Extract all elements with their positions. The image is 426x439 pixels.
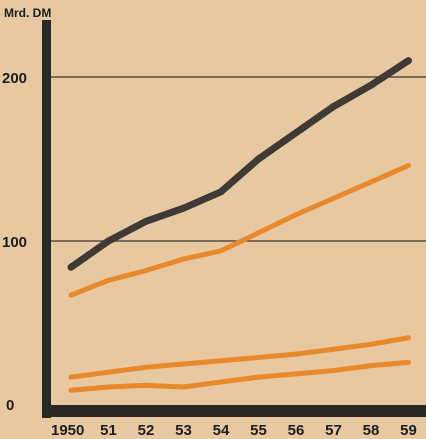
series-0-point-6 xyxy=(292,129,300,137)
series-2-point-1 xyxy=(106,369,111,375)
series-2-point-9 xyxy=(406,335,411,341)
series-0-point-3 xyxy=(180,204,187,212)
y-tick-label-2: 200 xyxy=(2,70,27,87)
series-1-point-1 xyxy=(106,277,111,283)
series-0-point-1 xyxy=(105,237,112,245)
x-tick-label-6: 56 xyxy=(288,422,305,439)
series-1-point-0 xyxy=(68,292,74,298)
x-tick-label-4: 54 xyxy=(213,422,230,439)
series-lines xyxy=(67,57,412,393)
series-3-point-2 xyxy=(143,382,149,388)
series-0-point-0 xyxy=(67,263,75,271)
series-1-point-6 xyxy=(293,212,299,218)
series-1-point-5 xyxy=(256,230,261,236)
x-tick-label-5: 55 xyxy=(250,422,267,439)
series-2-point-6 xyxy=(293,351,299,357)
series-1-point-8 xyxy=(368,179,374,185)
series-3-point-9 xyxy=(406,359,411,365)
series-3-point-8 xyxy=(368,363,374,369)
series-0-point-4 xyxy=(217,188,225,196)
series-3-point-6 xyxy=(293,371,299,377)
series-line-2 xyxy=(70,335,409,380)
series-3-point-5 xyxy=(256,374,261,380)
series-1-point-4 xyxy=(218,248,224,254)
x-tick-label-8: 58 xyxy=(363,422,380,439)
series-line-1 xyxy=(70,163,410,298)
series-0-point-5 xyxy=(255,155,262,163)
x-tick-label-3: 53 xyxy=(175,422,192,439)
y-axis-unit-label: Mrd. DM xyxy=(4,6,51,20)
series-line-3 xyxy=(70,359,409,393)
x-tick-labels: 1950 51 52 53 54 55 56 57 58 59 xyxy=(51,422,417,439)
series-0-point-8 xyxy=(367,81,375,89)
series-2-point-8 xyxy=(368,341,374,347)
y-tick-label-0: 0 xyxy=(6,397,14,414)
series-1-point-9 xyxy=(406,163,411,169)
series-1-point-7 xyxy=(331,195,336,201)
series-2-point-3 xyxy=(181,361,186,367)
series-3-point-7 xyxy=(331,368,336,374)
series-0-point-2 xyxy=(142,217,150,225)
series-0-point-9 xyxy=(405,57,412,65)
series-1-point-3 xyxy=(181,256,186,262)
series-line-0 xyxy=(68,57,411,271)
x-tick-label-7: 57 xyxy=(325,422,342,439)
series-1-point-2 xyxy=(143,268,149,274)
series-2-point-7 xyxy=(331,346,336,352)
y-axis xyxy=(42,20,51,418)
series-2-point-4 xyxy=(218,358,224,364)
y-tick-label-1: 100 xyxy=(2,234,27,251)
x-tick-label-2: 52 xyxy=(138,422,155,439)
series-3-point-1 xyxy=(106,384,111,390)
x-tick-label-9: 59 xyxy=(400,422,417,439)
series-3-point-3 xyxy=(181,384,186,390)
series-2-point-5 xyxy=(256,354,261,360)
y-tick-labels: 0 100 200 xyxy=(2,70,27,414)
series-0-point-7 xyxy=(330,103,337,111)
x-tick-label-1: 51 xyxy=(100,422,117,439)
series-2-point-2 xyxy=(143,364,149,370)
x-tick-label-0: 1950 xyxy=(51,422,84,439)
series-3-point-0 xyxy=(68,387,74,393)
x-axis xyxy=(42,405,426,417)
series-2-point-0 xyxy=(68,374,74,380)
series-3-point-4 xyxy=(218,379,224,385)
